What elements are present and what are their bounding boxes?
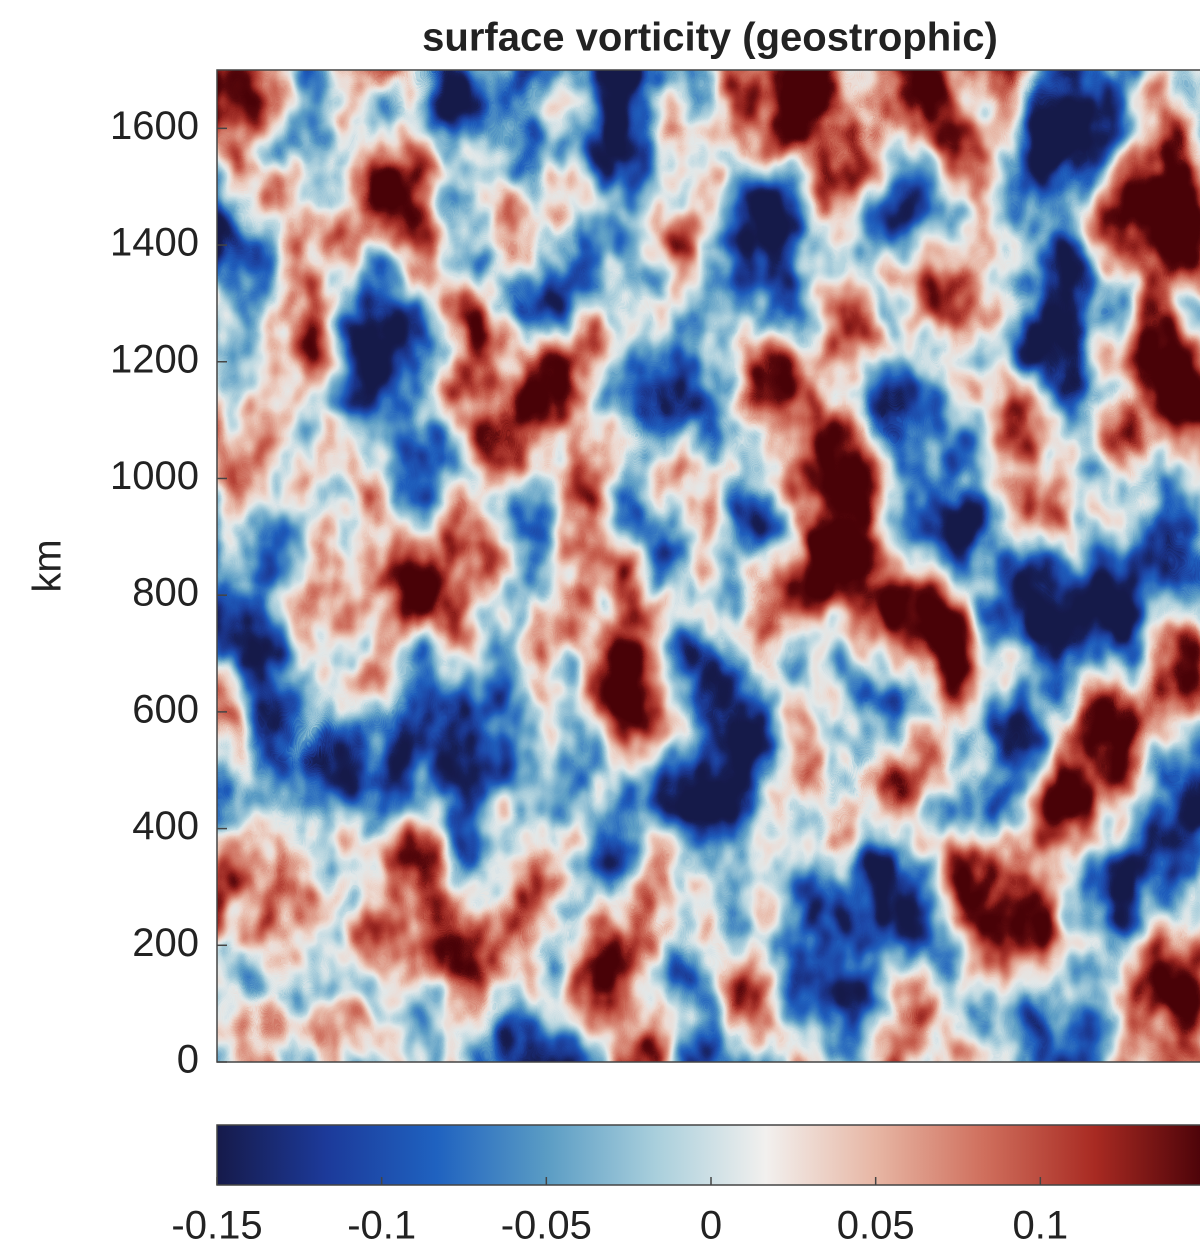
y-axis-label: km	[26, 539, 70, 592]
y-tick-label: 1200	[110, 337, 199, 381]
colorbar-tick-label: -0.15	[171, 1204, 262, 1248]
colorbar-tick-label: -0.1	[347, 1204, 416, 1248]
colorbar-tick-label: -0.05	[501, 1204, 592, 1248]
y-tick-label: 1000	[110, 454, 199, 498]
y-tick-label: 400	[132, 804, 199, 848]
y-tick-label: 0	[177, 1038, 199, 1082]
vorticity-field	[217, 70, 1200, 1062]
plot-frame	[216, 69, 1200, 1063]
colorbar-tick-label: 0.1	[1013, 1204, 1069, 1248]
colorbar-tick-label: 0.05	[837, 1204, 915, 1248]
y-tick-label: 1400	[110, 221, 199, 265]
colorbar	[216, 1124, 1200, 1186]
colorbar-tick-label: 0	[700, 1204, 722, 1248]
y-tick-label: 200	[132, 921, 199, 965]
chart-title: surface vorticity (geostrophic)	[422, 16, 998, 60]
y-tick-label: 1600	[110, 104, 199, 148]
y-tick-label: 600	[132, 687, 199, 731]
y-tick-label: 800	[132, 571, 199, 615]
